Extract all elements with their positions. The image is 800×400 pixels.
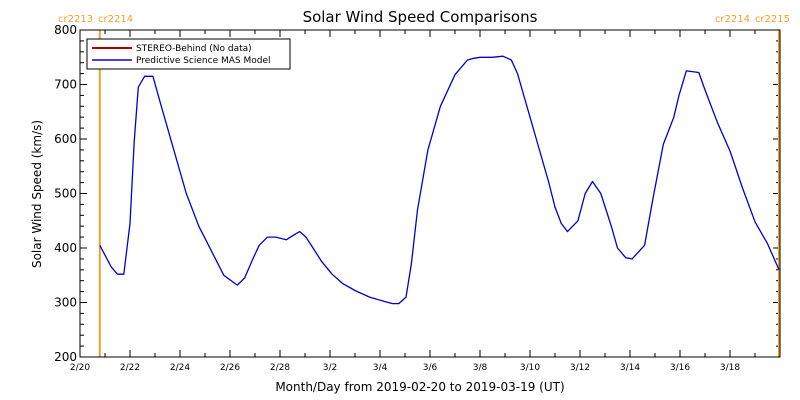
y-tick-label-300: 300 [54, 296, 77, 310]
cr-marker-label-left-1: cr2213 [58, 14, 93, 25]
series-layer [99, 55, 780, 305]
x-tick-label-3/18: 3/18 [720, 363, 740, 373]
y-tick-label-200: 200 [54, 350, 77, 364]
cr-marker-layer [98, 30, 780, 357]
x-tick-label-3/4: 3/4 [373, 363, 388, 373]
legend-label-stereo-behind: STEREO-Behind (No data) [136, 44, 252, 54]
x-tick-label-3/6: 3/6 [423, 363, 438, 373]
y-tick-label-500: 500 [54, 187, 77, 201]
cr-marker-label-right-1: cr2214 [715, 14, 750, 25]
cr-marker-label-right-2: cr2215 [755, 14, 790, 25]
x-tick-label-2/20: 2/20 [70, 363, 90, 373]
x-tick-label-3/2: 3/2 [323, 363, 337, 373]
x-tick-label-2/24: 2/24 [170, 363, 190, 373]
x-tick-label-3/12: 3/12 [570, 363, 590, 373]
axis-ticks-layer: 200 300 400 500 600 700 800 2/20 2/22 2/24 2/26 2/2… [54, 23, 780, 373]
x-tick-label-3/16: 3/16 [670, 363, 690, 373]
y-axis-title: Solar Wind Speed (km/s) [30, 120, 44, 268]
x-tick-label-3/10: 3/10 [520, 363, 540, 373]
x-tick-label-3/14: 3/14 [620, 363, 640, 373]
plot-frame [79, 29, 781, 358]
chart-title: Solar Wind Speed Comparisons [303, 8, 538, 26]
legend-label-mas-model: Predictive Science MAS Model [136, 56, 271, 66]
y-tick-label-700: 700 [54, 78, 77, 92]
y-tick-label-400: 400 [54, 241, 77, 255]
legend: STEREO-Behind (No data) Predictive Scien… [86, 38, 291, 70]
x-tick-label-2/22: 2/22 [120, 363, 140, 373]
x-axis-title: Month/Day from 2019-02-20 to 2019-03-19 … [275, 380, 564, 394]
legend-box [86, 38, 291, 70]
x-tick-label-2/28: 2/28 [270, 363, 290, 373]
cr-marker-label-left-2: cr2214 [98, 14, 133, 25]
x-tick-label-2/26: 2/26 [220, 363, 240, 373]
series-line-mas-model [99, 55, 780, 305]
y-tick-label-800: 800 [54, 23, 77, 37]
x-tick-label-3/8: 3/8 [473, 363, 488, 373]
y-tick-label-600: 600 [54, 132, 77, 146]
